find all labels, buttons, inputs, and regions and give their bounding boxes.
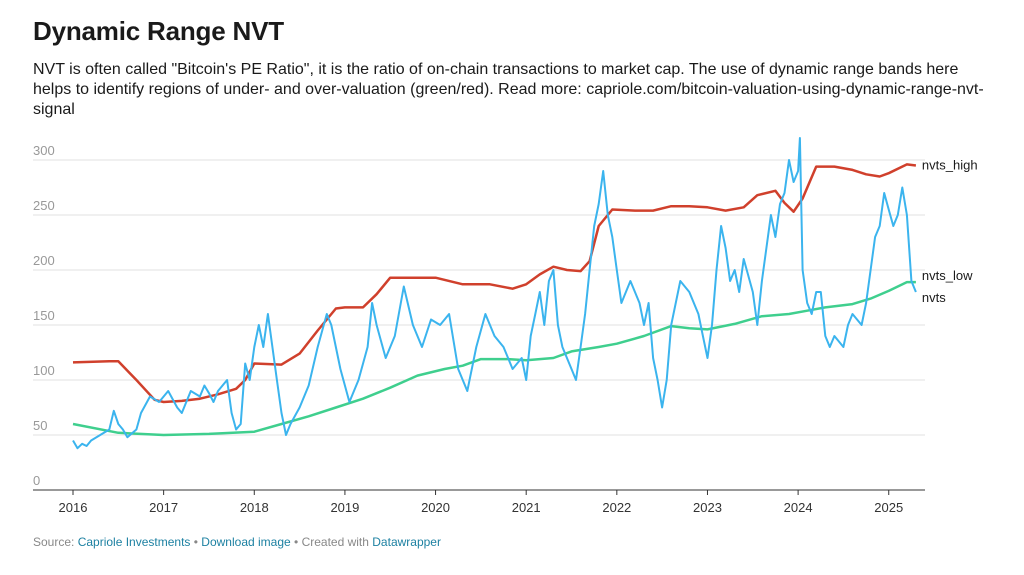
y-tick-label: 300 — [33, 143, 55, 158]
y-tick-label: 0 — [33, 473, 40, 488]
series-label-nvts: nvts — [922, 290, 946, 305]
series-line-nvts-low — [72, 280, 916, 437]
created-prefix: Created with — [301, 535, 373, 549]
series-line-nvts-high — [72, 163, 917, 404]
x-axis-ticks: 2016 2017 2018 2019 2020 2021 2022 2023 2024 2025 — [59, 490, 903, 515]
x-tick-label: 2023 — [693, 500, 722, 515]
source-link[interactable]: Capriole Investments — [77, 535, 191, 549]
y-tick-label: 50 — [33, 418, 47, 433]
x-tick-label: 2022 — [602, 500, 631, 515]
x-tick-label: 2025 — [874, 500, 903, 515]
x-tick-label: 2016 — [59, 500, 88, 515]
y-tick-label: 250 — [33, 198, 55, 213]
x-tick-label: 2024 — [784, 500, 813, 515]
x-tick-label: 2019 — [330, 500, 359, 515]
y-tick-label: 150 — [33, 308, 55, 323]
y-tick-label: 100 — [33, 363, 55, 378]
x-tick-label: 2017 — [149, 500, 178, 515]
download-image-link[interactable]: Download image — [201, 535, 291, 549]
datawrapper-link[interactable]: Datawrapper — [372, 535, 441, 549]
x-tick-label: 2021 — [512, 500, 541, 515]
y-axis-ticks: 0 50 100 150 200 250 300 — [33, 143, 55, 488]
chart-description: NVT is often called "Bitcoin's PE Ratio"… — [33, 61, 984, 118]
footer-separator: • — [290, 535, 302, 549]
footer-separator: • — [190, 535, 202, 549]
series-line-nvts — [72, 137, 917, 450]
series-label-nvts-high: nvts_high — [922, 158, 978, 173]
gridlines — [33, 159, 925, 491]
series-lines — [72, 137, 917, 450]
source-prefix: Source: — [33, 535, 78, 549]
x-tick-label: 2018 — [240, 500, 269, 515]
series-label-nvts-low: nvts_low — [922, 268, 973, 283]
chart-footer: Source: Capriole Investments • Download … — [33, 535, 441, 549]
chart-title: Dynamic Range NVT — [33, 16, 284, 46]
x-tick-label: 2020 — [421, 500, 450, 515]
y-tick-label: 200 — [33, 253, 55, 268]
